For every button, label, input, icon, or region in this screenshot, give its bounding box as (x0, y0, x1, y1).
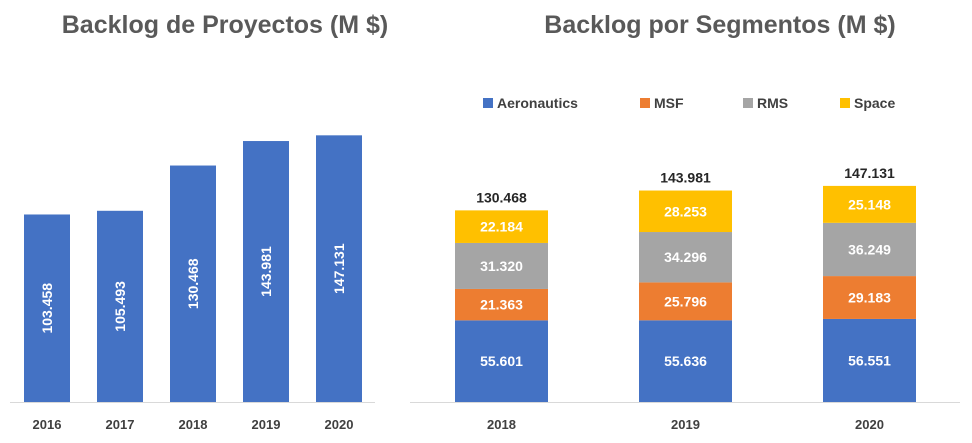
x-tick-2020: 2020 (325, 417, 354, 432)
segment-space-2018 (455, 210, 548, 243)
x-tick-2018: 2018 (487, 417, 516, 432)
bar-2017 (97, 210, 143, 402)
segment-rms-2020 (823, 222, 916, 277)
bar-2016 (24, 214, 70, 402)
data-label-rms-2020: 36.249 (848, 241, 891, 257)
legend-swatch-space (840, 98, 850, 108)
total-label-2018: 130.468 (476, 189, 527, 205)
data-label-aeronautics-2018: 55.601 (480, 353, 523, 369)
chart1-marks: 103.458 2016 105.493 2017 130.468 2018 143.981… (24, 135, 362, 432)
legend-swatch-aeronautics (483, 98, 493, 108)
data-label-aeronautics-2019: 55.636 (664, 353, 707, 369)
data-label-2020: 147.131 (331, 243, 347, 294)
chart2-legend: Aeronautics MSF RMS Space (483, 95, 895, 111)
data-label-space-2020: 25.148 (848, 196, 891, 212)
segment-msf-2018 (455, 288, 548, 321)
data-label-rms-2018: 31.320 (480, 258, 523, 274)
data-label-msf-2018: 21.363 (480, 297, 523, 313)
x-tick-2020: 2020 (855, 417, 884, 432)
chart2-title: Backlog por Segmentos (M $) (544, 11, 895, 39)
bar-2018 (170, 165, 216, 402)
data-label-space-2019: 28.253 (664, 203, 707, 219)
segment-aeronautics-2018 (455, 320, 548, 402)
segment-rms-2018 (455, 242, 548, 289)
x-tick-2017: 2017 (106, 417, 135, 432)
data-label-2017: 105.493 (112, 281, 128, 332)
x-tick-2016: 2016 (33, 417, 62, 432)
chart1-title: Backlog de Proyectos (M $) (62, 11, 388, 39)
data-label-msf-2019: 25.796 (664, 293, 707, 309)
data-label-2016: 103.458 (39, 283, 55, 334)
data-label-msf-2020: 29.183 (848, 290, 891, 306)
legend-swatch-rms (743, 98, 753, 108)
segment-rms-2019 (639, 232, 732, 283)
segment-space-2019 (639, 190, 732, 233)
segment-msf-2019 (639, 282, 732, 321)
data-label-space-2018: 22.184 (480, 219, 523, 235)
data-label-rms-2019: 34.296 (664, 249, 707, 265)
data-label-aeronautics-2020: 56.551 (848, 352, 891, 368)
segment-msf-2020 (823, 276, 916, 319)
bar-2020 (316, 135, 362, 402)
legend-label-msf: MSF (654, 95, 684, 111)
legend-label-aeronautics: Aeronautics (497, 95, 578, 111)
segment-aeronautics-2019 (639, 320, 732, 402)
bar-2019 (243, 141, 289, 403)
x-tick-2019: 2019 (252, 417, 281, 432)
data-label-2018: 130.468 (185, 258, 201, 309)
legend-swatch-msf (640, 98, 650, 108)
chart2-marks: 55.601 21.363 31.320 22.184 130.468 2018 55.63… (455, 165, 916, 432)
total-label-2019: 143.981 (660, 170, 711, 186)
segment-space-2020 (823, 185, 916, 223)
segment-aeronautics-2020 (823, 318, 916, 402)
legend-label-rms: RMS (757, 95, 788, 111)
data-label-2019: 143.981 (258, 246, 274, 297)
x-tick-2018: 2018 (179, 417, 208, 432)
x-tick-2019: 2019 (671, 417, 700, 432)
total-label-2020: 147.131 (844, 165, 895, 181)
legend-label-space: Space (854, 95, 895, 111)
